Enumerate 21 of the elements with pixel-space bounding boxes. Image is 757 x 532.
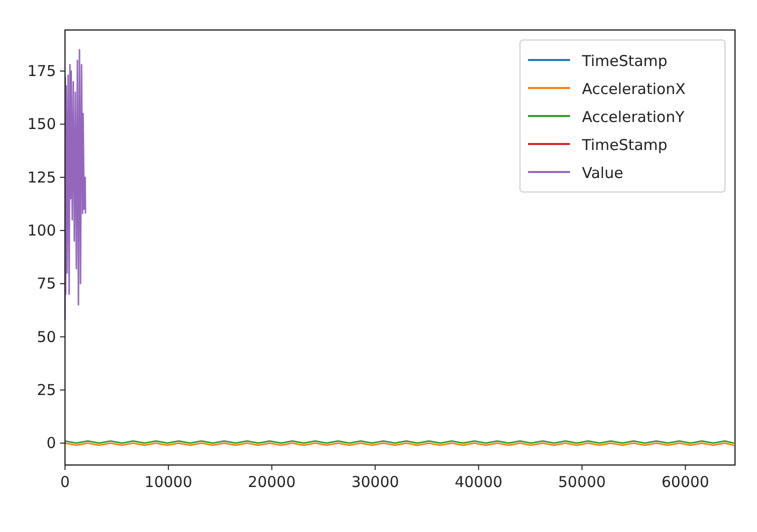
x-tick-label: 10000	[144, 473, 192, 491]
legend-label: TimeStamp	[581, 52, 668, 70]
y-tick-label: 0	[46, 434, 56, 452]
y-tick-label: 100	[27, 221, 56, 240]
y-tick-label: 150	[27, 115, 56, 134]
x-tick-label: 0	[60, 473, 70, 491]
y-tick-label: 25	[36, 380, 56, 399]
legend-label: Value	[582, 164, 624, 182]
legend-label: TimeStamp	[581, 136, 668, 154]
y-tick-label: 50	[36, 328, 56, 346]
x-tick-label: 20000	[248, 473, 296, 491]
x-tick-label: 50000	[558, 473, 606, 491]
x-tick-label: 30000	[351, 473, 400, 491]
legend-label: AccelerationX	[582, 80, 686, 98]
x-tick-label: 40000	[454, 473, 502, 491]
y-tick-label: 175	[27, 62, 56, 80]
y-tick-label: 125	[27, 168, 56, 186]
x-tick-label: 60000	[662, 473, 710, 491]
line-series	[64, 49, 86, 321]
legend-label: AccelerationY	[582, 108, 686, 126]
y-tick-label: 75	[36, 274, 56, 293]
